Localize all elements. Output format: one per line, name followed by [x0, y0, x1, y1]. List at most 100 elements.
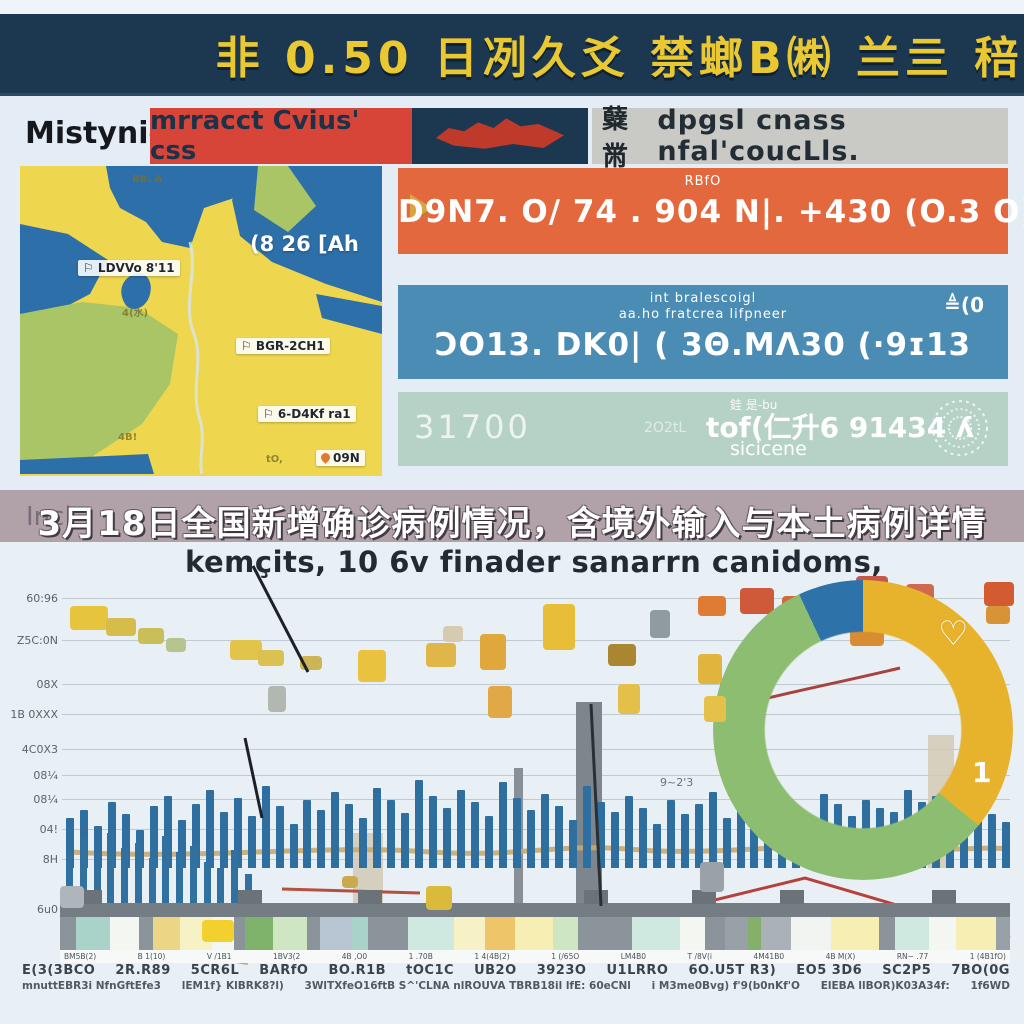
bar [149, 806, 158, 868]
y-axis-label: 04! [39, 823, 58, 836]
headline-band: Incl 3月18日全国新增确诊病例情况，含境外输入与本土病例详情 [0, 490, 1024, 544]
x-label-secondary: lEM1f} KlBRK8?l) [181, 980, 284, 992]
headline-ghost-text: Incl [26, 502, 72, 532]
bar [66, 818, 74, 868]
x-label-primary: SC2P5 [882, 963, 932, 978]
scatter-marker [740, 588, 774, 614]
y-axis-label: 08¼ [33, 793, 58, 806]
bar [217, 868, 225, 908]
map-pin-chip: 09N [316, 450, 365, 466]
x-axis-bar [60, 903, 1010, 917]
chart-title: kemçits, 10 6v finader sanarrn canidoms, [185, 545, 883, 579]
bar [331, 792, 340, 868]
x-labels-row-1: E(3(3BCO 2R.R89 5CR6L BARfO BO.R1B tOC1C UB2O 3… [22, 963, 1010, 978]
strip-block [485, 917, 515, 950]
tick-label: 1 4(4B(2) [474, 952, 510, 961]
bar [694, 804, 703, 868]
bar [247, 816, 256, 868]
blue-banner-corner-mark: ≜(0 [944, 293, 984, 317]
strip-block [453, 917, 486, 950]
bar [121, 814, 130, 868]
x-label-primary: tOC1C [406, 963, 455, 978]
bar [554, 806, 563, 868]
strip-block [351, 917, 368, 950]
strip-block [152, 917, 180, 950]
map-small-left: 4B! [118, 432, 138, 443]
tick-label: 4M41B0 [753, 952, 785, 961]
bar [666, 800, 675, 868]
bar [540, 794, 549, 868]
heart-icon: ♡ [938, 614, 969, 654]
stat-banner-orange: RBfO D9N7. O/ 74 . 904 N|. +430 (O.3 O) [398, 168, 1024, 254]
map-chip-3: ⚐ 6-D4Kf ra1 [258, 406, 356, 422]
bar [401, 813, 410, 868]
blue-banner-line1: int bralescoigl [649, 291, 757, 306]
bar [191, 804, 200, 868]
scatter-marker [166, 638, 186, 652]
strip-block [514, 917, 554, 950]
x-label-primary: BARfO [259, 963, 309, 978]
map-tiny-label: BB: A [132, 174, 163, 185]
bar [429, 796, 438, 868]
stat-banner-blue: int bralescoigl aa.ho fratcrea lifpneer … [398, 285, 1008, 379]
red-silhouette-icon [436, 118, 564, 149]
x-label-primary: EO5 3D6 [796, 963, 863, 978]
bar [987, 814, 996, 868]
gridline [62, 829, 1010, 830]
bar [973, 806, 982, 868]
bar [203, 862, 211, 908]
bar [289, 824, 298, 868]
tick-label: 1 (/65O [551, 952, 580, 961]
header-red-box: mrracct Cvius' css [150, 106, 412, 166]
scatter-marker [650, 610, 670, 638]
tick-label: 4B M(X) [825, 952, 856, 961]
china-style-map: BB: A (8 26 [Ah ⚐ LDVVo 8'11 4(水) ⚐ BGR-… [20, 166, 382, 476]
bar [499, 782, 508, 868]
bar [233, 798, 242, 868]
scatter-marker [342, 876, 358, 888]
teal-banner-top-text: 銈 是-bu [730, 398, 778, 412]
title-banner-text: 非 0.50 日冽久爻 禁螂B㈱ 兰亖 稖 [215, 32, 1024, 84]
strip-block [955, 917, 997, 950]
strip-block [790, 917, 832, 950]
scatter-marker [426, 643, 456, 667]
strip-block [234, 917, 246, 950]
bar [443, 808, 452, 868]
map-faint-1: 4(水) [122, 308, 149, 319]
bar [359, 818, 368, 868]
strip-block [306, 917, 321, 950]
map-regions [20, 166, 382, 476]
orange-banner-big-text: D9N7. O/ 74 . 904 N|. +430 (O.3 O) [398, 194, 1024, 230]
strip-block [704, 917, 725, 950]
axis-bump [78, 890, 102, 904]
strip-block [996, 917, 1011, 950]
axis-bump [238, 890, 262, 904]
play-arrow-icon [410, 194, 432, 222]
tick-label: BM5B(2) [64, 952, 97, 961]
map-pin-label: 09N [333, 451, 360, 465]
scatter-marker [60, 886, 84, 908]
bar [134, 843, 142, 908]
donut-chart [713, 580, 1013, 880]
bar [317, 810, 326, 868]
scatter-marker [700, 862, 724, 892]
axis-bump [584, 890, 608, 904]
bar [596, 802, 605, 868]
bar [736, 806, 745, 868]
chart-note: 9~2'3 [660, 776, 694, 789]
bar [303, 800, 312, 868]
strip-block [577, 917, 633, 950]
bar [148, 858, 156, 908]
scatter-marker [202, 920, 234, 942]
tick-label: 1BV3(2 [273, 952, 301, 961]
bar [387, 800, 396, 868]
bar [189, 846, 197, 908]
strip-block [831, 917, 879, 950]
strip-block [60, 917, 76, 950]
header-red-box-text: mrracct Cvius' css [150, 106, 360, 166]
x-label-secondary: i M3me0Bvg) f'9(b0nKf'O [651, 980, 800, 992]
strip-block [928, 917, 956, 950]
scatter-marker [543, 604, 575, 650]
gray-box-glyphs: 糵黹 [602, 105, 629, 172]
bar [568, 820, 577, 868]
